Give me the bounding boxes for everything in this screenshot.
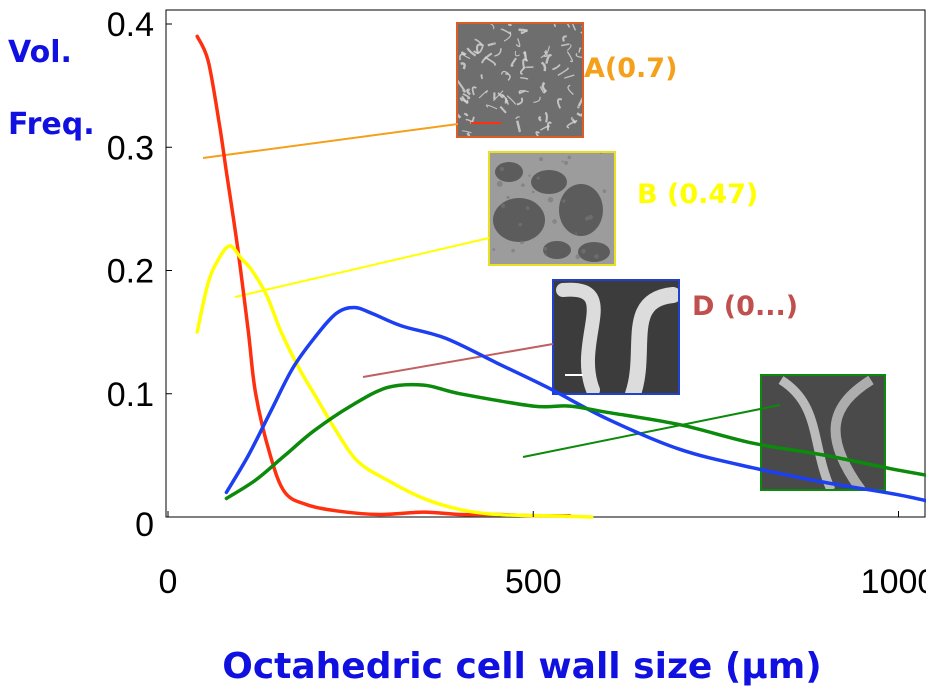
x-axis-label: Octahedric cell wall size (µm) <box>222 646 822 687</box>
y-tick-label: 0.4 <box>107 6 154 44</box>
sample-label-1: A(0.7) <box>584 53 677 84</box>
sample-label-2: B (0.47) <box>637 179 758 210</box>
series-line-3 <box>224 305 926 503</box>
y-tick-label: 0.3 <box>107 129 154 167</box>
x-tick-label: 500 <box>505 563 562 601</box>
leader-line-4 <box>522 404 781 458</box>
leader-line-1 <box>202 123 459 159</box>
y-axis-label-line2: Freq. <box>8 107 95 142</box>
series-line-1 <box>195 34 572 518</box>
y-tick-label: 0 <box>135 506 154 544</box>
series-line-4 <box>224 382 926 501</box>
micrograph-inset-4 <box>760 374 886 491</box>
micrograph-border <box>552 279 680 395</box>
leader-line-2 <box>234 237 490 298</box>
micrograph-inset-2: B (0.47) <box>488 151 758 266</box>
micrograph-border <box>456 22 584 138</box>
leader-line-3 <box>362 343 554 378</box>
series-layer <box>195 34 926 519</box>
insets-layer: A(0.7) B (0.47) D (0...) <box>456 22 886 491</box>
micrograph-inset-3: D (0...) <box>552 279 798 395</box>
leader-lines-layer <box>202 123 781 458</box>
ticks-layer: 050010001500200000.10.20.30.4 <box>107 6 926 601</box>
micrograph-inset-1: A(0.7) <box>456 22 677 138</box>
y-axis-label-line1: Vol. <box>8 35 72 70</box>
sample-label-3: D (0...) <box>692 291 798 322</box>
x-tick-label: 0 <box>159 563 178 601</box>
y-tick-label: 0.1 <box>107 376 154 414</box>
micrograph-border <box>488 151 616 266</box>
micrograph-border <box>760 374 886 491</box>
y-tick-label: 0.2 <box>107 253 154 291</box>
series-line-2 <box>195 244 594 519</box>
